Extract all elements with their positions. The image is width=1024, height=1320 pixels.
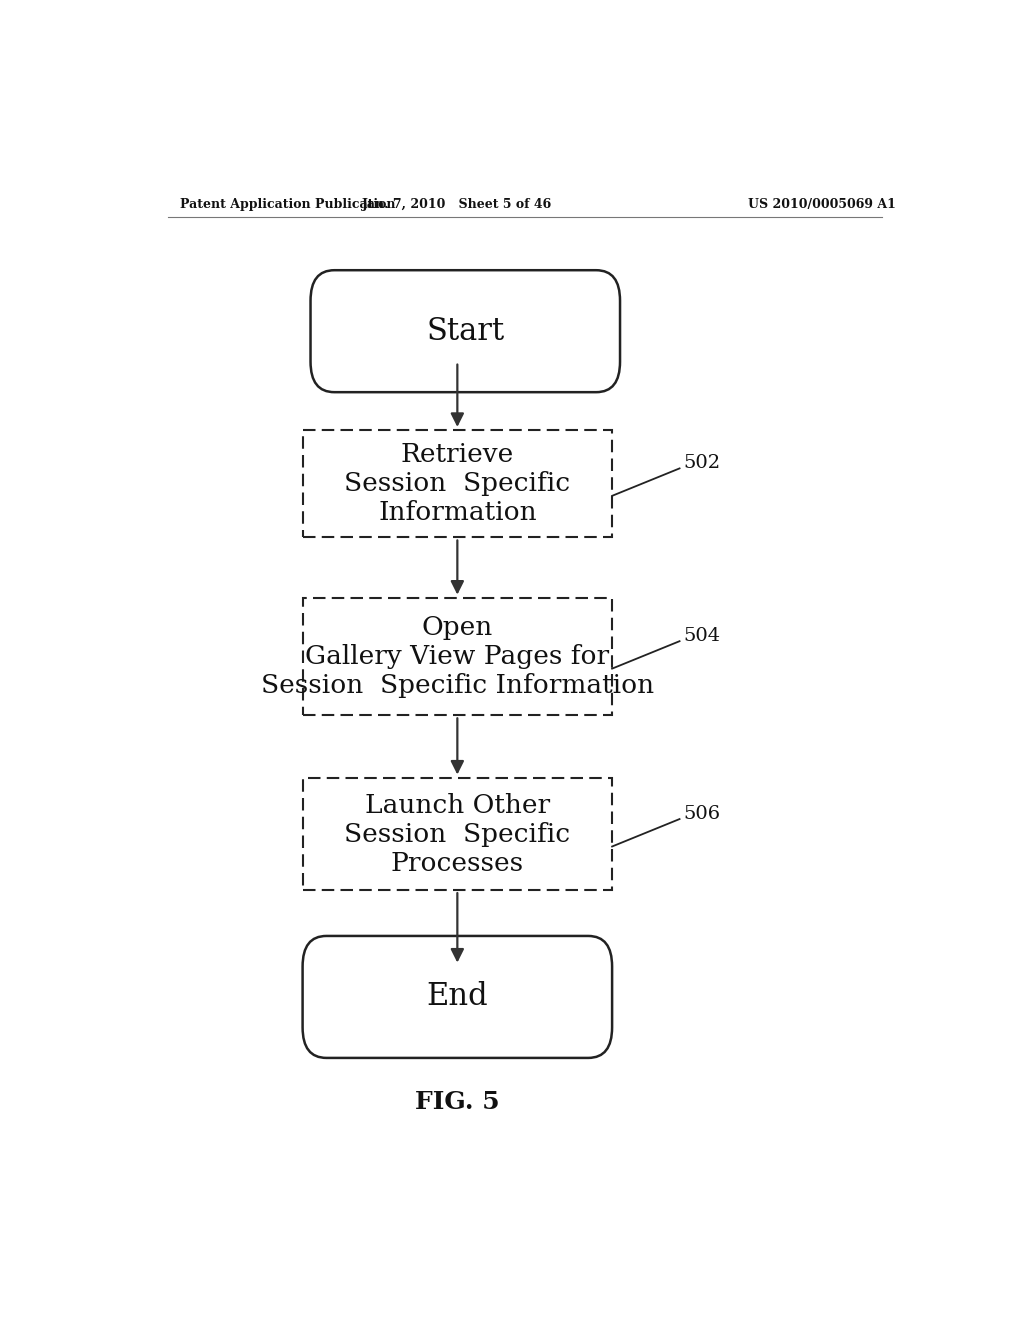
FancyBboxPatch shape: [303, 598, 612, 715]
FancyBboxPatch shape: [303, 936, 612, 1057]
FancyBboxPatch shape: [310, 271, 620, 392]
Text: 502: 502: [684, 454, 721, 473]
Text: End: End: [427, 982, 488, 1012]
Text: FIG. 5: FIG. 5: [415, 1089, 500, 1114]
Text: 504: 504: [684, 627, 721, 645]
Text: Retrieve
Session  Specific
Information: Retrieve Session Specific Information: [344, 442, 570, 525]
Text: Patent Application Publication: Patent Application Publication: [179, 198, 395, 211]
Text: Launch Other
Session  Specific
Processes: Launch Other Session Specific Processes: [344, 793, 570, 875]
FancyBboxPatch shape: [303, 779, 612, 890]
FancyBboxPatch shape: [303, 430, 612, 537]
Text: Open
Gallery View Pages for
Session  Specific Information: Open Gallery View Pages for Session Spec…: [261, 615, 654, 698]
Text: Jan. 7, 2010   Sheet 5 of 46: Jan. 7, 2010 Sheet 5 of 46: [362, 198, 553, 211]
Text: Start: Start: [426, 315, 505, 347]
Text: 506: 506: [684, 805, 721, 822]
Text: US 2010/0005069 A1: US 2010/0005069 A1: [749, 198, 896, 211]
